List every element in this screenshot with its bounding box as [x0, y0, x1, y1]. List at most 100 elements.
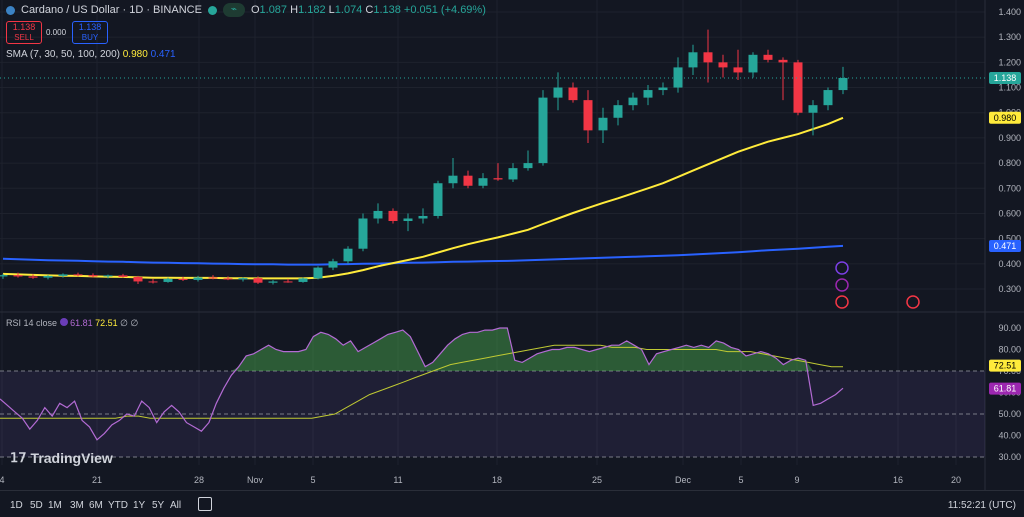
candle-body [298, 278, 308, 282]
timeframe-1m[interactable]: 1M [48, 500, 62, 511]
close-value: 1.138 [373, 4, 401, 16]
sell-label: SELL [14, 33, 34, 42]
symbol-title[interactable]: Cardano / US Dollar · 1D · BINANCE [21, 4, 202, 16]
timeframe-all[interactable]: All [170, 500, 182, 511]
timeframe-5d[interactable]: 5D [30, 500, 43, 511]
candle-body [823, 90, 833, 106]
sma-blue-value: 0.471 [150, 49, 176, 60]
sell-button[interactable]: 1.138 SELL [6, 21, 42, 44]
timeframe-ytd[interactable]: YTD [108, 500, 128, 511]
utc-clock[interactable]: 11:52:21 (UTC) [947, 500, 1016, 511]
x-tick-label: 11 [393, 475, 402, 485]
candle-body [133, 276, 143, 282]
timeframe-1y[interactable]: 1Y [133, 500, 146, 511]
x-tick-label: 16 [893, 475, 903, 485]
rsi-overbought-fill [0, 328, 843, 371]
candle-body [148, 281, 158, 283]
candle-body [58, 274, 68, 276]
y-tick-label: 1.300 [998, 32, 1021, 42]
rsi-signal-tag [989, 359, 1021, 372]
candle-body [208, 277, 218, 279]
tradingview-brand[interactable]: 𝟣𝟩 TradingView [10, 450, 113, 466]
candle-body [73, 274, 83, 276]
candle-body [688, 52, 698, 68]
timeframe-6m[interactable]: 6M [89, 500, 103, 511]
x-tick-label: 28 [194, 475, 204, 485]
candle-body [0, 275, 8, 277]
buy-button[interactable]: 1.138 BUY [72, 21, 108, 44]
open-value: 1.087 [259, 4, 288, 16]
calendar-icon[interactable] [198, 497, 212, 511]
candle-body [583, 100, 593, 131]
candle-body [478, 178, 488, 186]
connection-badge-icon[interactable]: ⌁ [222, 3, 245, 17]
candle-body [418, 215, 428, 219]
status-dot-icon [207, 5, 217, 15]
chart-header: Cardano / US Dollar · 1D · BINANCE ⌁ O1.… [6, 3, 486, 17]
candle-body [703, 52, 713, 63]
candle-body [283, 281, 293, 283]
current-price-tag [989, 71, 1021, 84]
candle-body [493, 178, 503, 180]
rsi-y-tick-label: 80.00 [998, 345, 1021, 355]
candle-body [463, 175, 473, 186]
x-tick-label: 5 [310, 475, 315, 485]
x-tick-label: 9 [794, 475, 799, 485]
candle-body [343, 248, 353, 262]
cardano-logo-icon [6, 5, 15, 15]
timeframe-3m[interactable]: 3M [70, 500, 84, 511]
sma-yellow-value: 0.980 [122, 49, 148, 60]
rsi-line [0, 327, 844, 441]
rsi-signal-tag-label: 72.51 [994, 361, 1017, 371]
rsi-extra: ∅ ∅ [120, 318, 139, 328]
lightning-event-icon [835, 278, 849, 292]
rsi-legend[interactable]: RSI 14 close 61.81 72.51 ∅ ∅ [6, 318, 138, 329]
candle-body [88, 275, 98, 277]
timeframe-5y[interactable]: 5Y [152, 500, 165, 511]
candle-body [328, 261, 338, 268]
candle-body [178, 278, 188, 280]
buy-price: 1.138 [78, 22, 102, 32]
y-tick-label: 1.100 [998, 83, 1021, 93]
candle-body [193, 277, 203, 280]
bottom-toolbar: 1D 5D 1M 3M 6M YTD 1Y 5Y All 11:52:21 (UTC) [0, 490, 1024, 517]
candle-body [223, 278, 233, 280]
y-tick-label: 0.400 [998, 259, 1021, 269]
candle-body [238, 278, 248, 280]
y-tick-label: 0.500 [998, 234, 1021, 244]
low-value: 1.074 [334, 4, 363, 16]
candle-body [403, 218, 413, 222]
current-price-label: 1.138 [994, 73, 1017, 83]
sma-label: SMA (7, 30, 50, 100, 200) [6, 49, 120, 60]
x-tick-label: 5 [738, 475, 743, 485]
candle-body [598, 117, 608, 131]
tradingview-logo-icon: 𝟣𝟩 [10, 450, 27, 465]
sma-yellow-line [2, 116, 844, 280]
candle-body [28, 276, 38, 278]
x-tick-label: Dec [675, 475, 692, 485]
timeframe-1d[interactable]: 1D [10, 500, 23, 511]
rsi-y-tick-label: 30.00 [998, 452, 1021, 462]
candle-body [373, 210, 383, 219]
y-tick-label: 0.900 [998, 133, 1021, 143]
plus-event-icon [835, 261, 849, 275]
sma-yellow-tag [989, 111, 1021, 124]
candle-body [673, 67, 683, 88]
us-flag-event-icon [835, 295, 849, 309]
ohlc-readout: O1.087 H1.182 L1.074 C1.138 +0.051 (+4.6… [250, 4, 486, 16]
candle-body [748, 54, 758, 73]
sma-blue-tag [989, 239, 1021, 252]
candle-body [253, 278, 263, 283]
rsi-icon [59, 318, 68, 326]
brand-text: TradingView [30, 450, 113, 466]
candle-body [628, 97, 638, 106]
high-value: 1.182 [298, 4, 326, 16]
x-tick-label: 18 [492, 475, 502, 485]
y-tick-label: 0.300 [998, 284, 1021, 294]
y-tick-label: 0.700 [998, 183, 1021, 193]
sma-legend[interactable]: SMA (7, 30, 50, 100, 200) 0.980 0.471 [6, 49, 176, 60]
x-tick-label: 21 [92, 475, 102, 485]
buy-label: BUY [81, 33, 99, 42]
sma-blue-tag-label: 0.471 [994, 241, 1017, 251]
